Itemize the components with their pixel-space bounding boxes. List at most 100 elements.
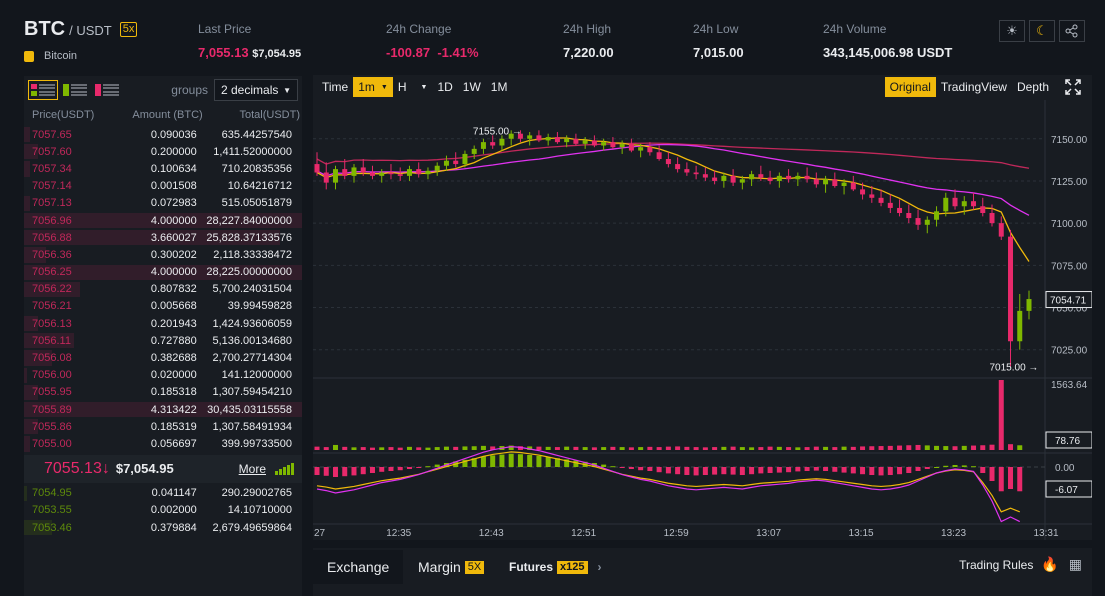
ask-row[interactable]: 7056.22 0.807832 5,700.24031504 (24, 281, 302, 298)
macd-bar (869, 467, 875, 475)
interval-1w[interactable]: 1W (462, 80, 481, 94)
time-label[interactable]: Time (322, 80, 349, 94)
volume-bar (1008, 444, 1014, 450)
ask-row[interactable]: 7056.96 4.000000 28,227.84000000 (24, 212, 302, 229)
candle-body (564, 138, 570, 143)
price-tick-label: 7100.00 (1051, 219, 1088, 230)
volume-bar (573, 446, 579, 450)
volume-bar (647, 446, 653, 450)
candle-body (443, 160, 449, 166)
chevron-down-icon: ▼ (283, 85, 291, 95)
ask-row[interactable]: 7057.34 0.100634 710.20835356 (24, 160, 302, 177)
volume-bar (406, 446, 412, 450)
interval-1mo[interactable]: 1M (490, 80, 508, 94)
share-icon[interactable] (1059, 20, 1085, 42)
ask-amount: 3.660027 (150, 231, 197, 244)
volume-bar (702, 447, 708, 450)
tab-futures[interactable]: Futures x125 › (495, 550, 616, 584)
time-tick-label: 13:07 (756, 528, 781, 539)
leverage-badge[interactable]: 5x (119, 22, 138, 37)
ask-price: 7056.11 (32, 334, 71, 347)
macd-bar (471, 458, 477, 467)
volume-bar (619, 447, 625, 450)
candle-body (499, 138, 505, 146)
ask-price: 7056.96 (32, 214, 72, 227)
coin-info-icon (24, 50, 34, 62)
interval-h[interactable]: H ▼ (393, 77, 433, 97)
view-depth[interactable]: Depth (1016, 80, 1049, 94)
ask-row[interactable]: 7057.13 0.072983 515.05051879 (24, 195, 302, 212)
calculator-icon[interactable]: ▦ (1068, 556, 1082, 572)
stat-24h-volume: 24h Volume 343,145,006.98 USDT (823, 22, 952, 60)
orderbook-asks-icon[interactable] (92, 80, 122, 100)
ask-row[interactable]: 7056.08 0.382688 2,700.27714304 (24, 349, 302, 366)
interval-1m[interactable]: 1m ▼ (353, 77, 393, 97)
ask-row[interactable]: 7056.11 0.727880 5,136.00134680 (24, 332, 302, 349)
bid-row[interactable]: 7053.55 0.002000 14.10710000 (24, 502, 302, 519)
candle-body (813, 179, 819, 185)
ask-row[interactable]: 7056.13 0.201943 1,424.93606059 (24, 315, 302, 332)
orderbook-bids-icon[interactable] (60, 80, 90, 100)
ask-row[interactable]: 7056.36 0.300202 2,118.33338472 (24, 246, 302, 263)
view-tradingview[interactable]: TradingView (940, 80, 1007, 94)
depth-bar (24, 350, 52, 366)
ask-price: 7055.95 (32, 386, 72, 399)
macd-bar (980, 467, 986, 473)
candle-body (878, 197, 884, 203)
ask-row[interactable]: 7056.00 0.020000 141.12000000 (24, 367, 302, 384)
volume-bar (351, 447, 357, 450)
interval-1d[interactable]: 1D (437, 80, 453, 94)
ask-row[interactable]: 7055.89 4.313422 30,435.03115558 (24, 401, 302, 418)
ask-amount: 0.200000 (150, 145, 197, 158)
candlestick-chart[interactable]: 7150.00 7125.00 7100.00 7075.00 7050.00 7025.… (313, 100, 1092, 540)
depth-bar (24, 195, 30, 211)
macd-bar (638, 467, 644, 471)
trading-pair[interactable]: BTC / USDT 5x (24, 18, 138, 41)
volume-bar (369, 447, 375, 450)
tab-exchange[interactable]: Exchange (313, 550, 404, 584)
futures-tag: x125 (557, 560, 588, 574)
ask-row[interactable]: 7056.25 4.000000 28,225.00000000 (24, 264, 302, 281)
candle-body (573, 138, 579, 144)
volume-bar (582, 447, 588, 450)
tab-margin[interactable]: Margin 5X (404, 550, 498, 584)
bid-row[interactable]: 7053.46 0.379884 2,679.49659864 (24, 519, 302, 536)
view-original[interactable]: Original (884, 77, 936, 97)
macd-bar (684, 467, 690, 475)
macd-bar (425, 466, 431, 468)
volume-value: 343,145,006.98 USDT (823, 45, 953, 60)
ask-row[interactable]: 7055.86 0.185319 1,307.58491934 (24, 418, 302, 435)
ask-row[interactable]: 7057.14 0.001508 10.64216712 (24, 178, 302, 195)
more-link[interactable]: More (238, 461, 266, 476)
ask-row[interactable]: 7055.00 0.056697 399.99733500 (24, 435, 302, 452)
fullscreen-icon[interactable] (1060, 77, 1086, 97)
moon-icon[interactable]: ☾ (1029, 20, 1055, 42)
depth-bar (24, 161, 30, 177)
ask-row[interactable]: 7055.95 0.185318 1,307.59454210 (24, 384, 302, 401)
trading-rules-link[interactable]: Trading Rules (959, 557, 1034, 572)
candle-body (989, 213, 995, 224)
volume-bar (323, 447, 329, 450)
candle-body (1017, 310, 1023, 342)
depth-bar (24, 127, 30, 143)
volume-bar (397, 447, 403, 450)
time-tick-label: 12:51 (571, 528, 596, 539)
volume-bar (665, 446, 671, 450)
ask-row[interactable]: 7056.88 3.660027 25,828.37133576 (24, 229, 302, 246)
volume-bar (961, 445, 967, 450)
candle-body (971, 201, 977, 207)
price-tick-label: 7025.00 (1051, 346, 1088, 357)
ask-row[interactable]: 7057.60 0.200000 1,411.52000000 (24, 143, 302, 160)
change-value: -100.87 (386, 45, 431, 60)
depth-bar (24, 333, 75, 349)
coin-info[interactable]: Bitcoin (24, 50, 77, 62)
bid-row[interactable]: 7054.95 0.041147 290.29002765 (24, 485, 302, 502)
orderbook-both-icon[interactable] (28, 80, 58, 100)
macd-bar (1017, 467, 1023, 492)
groups-select[interactable]: 2 decimals ▼ (214, 79, 298, 101)
current-price-box (1045, 291, 1092, 309)
sun-icon[interactable]: ☀ (999, 20, 1025, 42)
ask-amount: 0.100634 (150, 162, 197, 175)
ask-row[interactable]: 7056.21 0.005668 39.99459828 (24, 298, 302, 315)
ask-row[interactable]: 7057.65 0.090036 635.44257540 (24, 126, 302, 143)
